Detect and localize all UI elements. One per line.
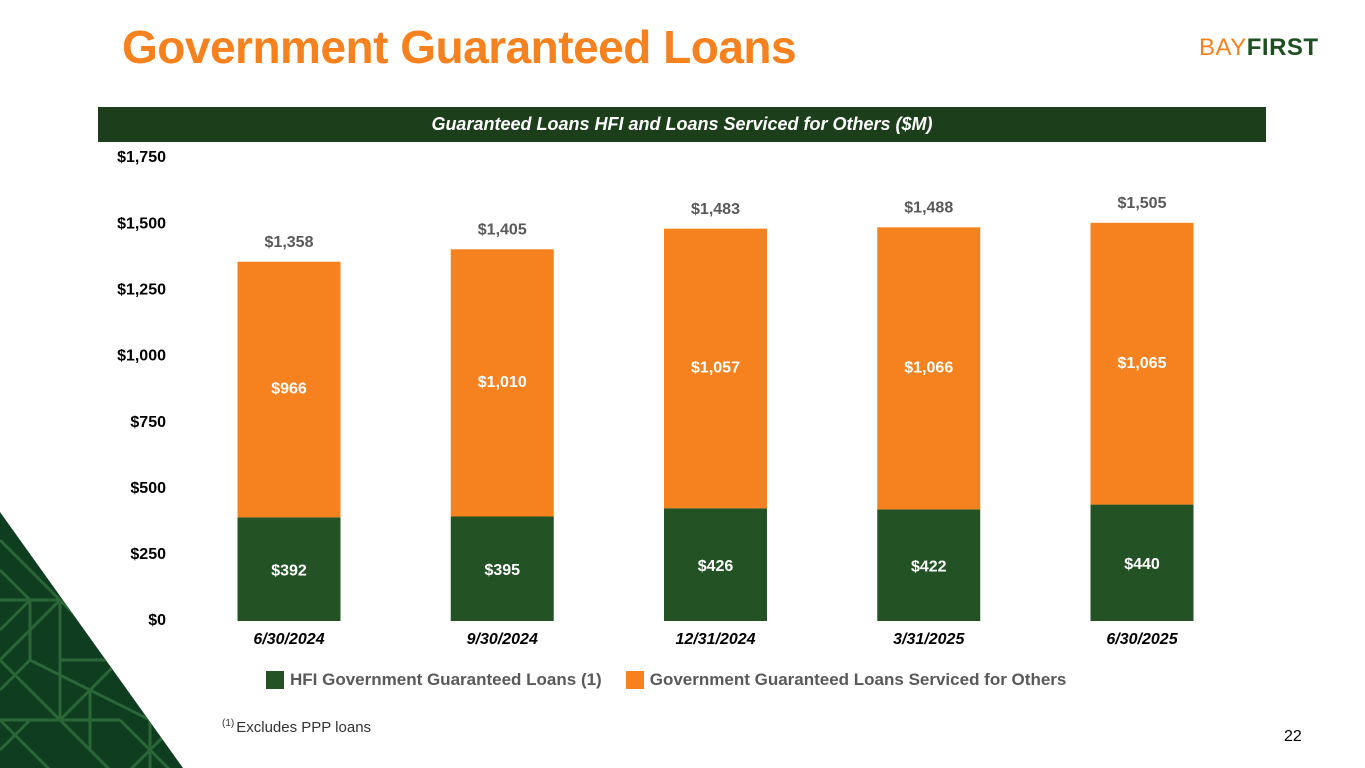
- chart-title-banner: Guaranteed Loans HFI and Loans Serviced …: [98, 107, 1266, 142]
- x-tick-label: 6/30/2024: [253, 631, 324, 648]
- bar-serviced: [450, 249, 554, 517]
- data-label-total: $1,358: [265, 234, 314, 251]
- data-label-hfi: $426: [698, 558, 734, 575]
- data-label-total: $1,505: [1118, 195, 1167, 212]
- bar-hfi: [450, 516, 554, 621]
- data-label-serviced: $1,010: [478, 374, 527, 391]
- footnote-text: Excludes PPP loans: [236, 719, 372, 736]
- y-tick-label: $1,000: [117, 348, 166, 365]
- legend-swatch-serviced: [625, 671, 644, 689]
- data-label-hfi: $422: [911, 558, 947, 575]
- x-tick-label: 9/30/2024: [467, 631, 538, 648]
- legend-label-serviced: Government Guaranteed Loans Serviced for…: [649, 670, 1067, 689]
- y-tick-label: $1,250: [117, 282, 166, 299]
- footnote: (1) Excludes PPP loans: [222, 718, 371, 736]
- data-label-serviced: $966: [271, 381, 307, 398]
- legend-label-hfi: HFI Government Guaranteed Loans (1): [290, 670, 602, 689]
- y-tick-label: $500: [130, 480, 166, 497]
- data-label-serviced: $1,057: [691, 360, 740, 377]
- bayfirst-logo: BAYFIRST: [1199, 34, 1319, 62]
- y-tick-label: $0: [148, 612, 166, 629]
- bar-hfi: [664, 508, 767, 621]
- legend-item-hfi: HFI Government Guaranteed Loans (1): [266, 670, 602, 690]
- data-label-serviced: $1,065: [1118, 355, 1167, 372]
- y-tick-label: $250: [130, 546, 166, 563]
- logo-text-first: FIRST: [1246, 34, 1319, 61]
- data-label-total: $1,488: [904, 200, 953, 217]
- x-tick-label: 6/30/2025: [1106, 631, 1178, 648]
- data-label-serviced: $1,066: [904, 360, 953, 377]
- y-tick-label: $750: [130, 414, 166, 431]
- logo-text-bay: BAY: [1199, 34, 1247, 61]
- y-tick-label: $1,500: [117, 215, 166, 232]
- x-tick-label: 3/31/2025: [893, 631, 965, 648]
- bar-serviced: [877, 227, 981, 510]
- bar-hfi: [877, 509, 981, 621]
- page-title: Government Guaranteed Loans: [122, 21, 797, 73]
- data-label-hfi: $395: [484, 562, 520, 579]
- footnote-marker: (1): [222, 718, 235, 729]
- bar-serviced: [237, 261, 341, 518]
- bar-hfi: [237, 517, 341, 621]
- legend-swatch-hfi: [266, 671, 284, 689]
- bar-hfi: [1090, 504, 1194, 621]
- data-label-hfi: $440: [1124, 556, 1160, 573]
- bar-serviced: [664, 228, 767, 509]
- data-label-total: $1,483: [691, 201, 740, 218]
- data-label-total: $1,405: [478, 221, 527, 238]
- data-label-hfi: $392: [271, 562, 307, 579]
- legend-item-serviced: Government Guaranteed Loans Serviced for…: [625, 670, 1067, 690]
- chart-legend: HFI Government Guaranteed Loans (1) Gove…: [266, 670, 1090, 690]
- y-tick-label: $1,750: [117, 149, 166, 166]
- bar-serviced: [1090, 222, 1194, 505]
- page-number: 22: [1284, 728, 1302, 745]
- x-tick-label: 12/31/2024: [675, 631, 755, 648]
